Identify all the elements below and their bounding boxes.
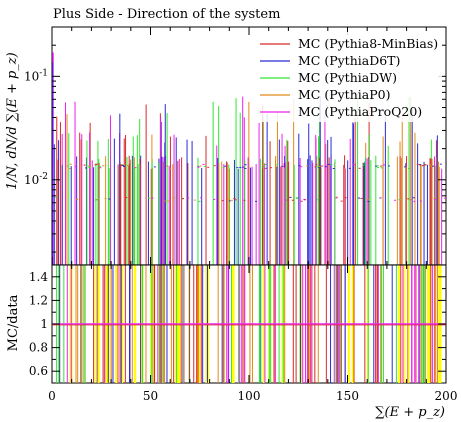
y-tick-label: 0.6 <box>29 364 48 378</box>
chart-title: Plus Side - Direction of the system <box>53 7 280 22</box>
x-tick-label: 150 <box>336 389 359 403</box>
y-tick-label: 1.2 <box>29 293 48 307</box>
y-tick-label: 1.4 <box>29 270 48 284</box>
x-ticks: 0 50 100 150 200 <box>48 27 457 403</box>
y-tick-label: 10-1 <box>24 68 48 83</box>
legend-label: MC (PythiaD6T) <box>298 53 400 68</box>
legend-label: MC (PythiaP0) <box>298 87 390 102</box>
legend: MC (Pythia8-MinBias) MC (PythiaD6T) MC (Py… <box>252 32 442 122</box>
y-tick-label: 10-2 <box>24 172 48 187</box>
lower-plot-area: 0.6 0.8 1 1.2 1.4 <box>29 264 447 384</box>
lower-y-ticks: 0.6 0.8 1 1.2 1.4 <box>29 264 446 384</box>
x-tick-label: 100 <box>238 389 261 403</box>
x-tick-label: 200 <box>435 389 458 403</box>
ratio-lines <box>52 264 446 383</box>
upper-y-axis-label: 1/N, dN/d ∑(E + p_z) <box>5 52 20 190</box>
legend-label: MC (Pythia8-MinBias) <box>298 36 438 51</box>
x-axis-label: ∑(E + p_z) <box>375 405 445 420</box>
legend-label: MC (PythiaDW) <box>298 70 397 85</box>
x-tick-label: 0 <box>48 389 56 403</box>
x-tick-label: 50 <box>143 389 158 403</box>
legend-label: MC (PythiaProQ20) <box>298 104 422 119</box>
y-tick-label: 0.8 <box>29 341 48 355</box>
y-tick-label: 1 <box>40 317 48 331</box>
lower-y-axis-label: MC/data <box>6 294 21 351</box>
upper-histogram-lines <box>52 52 446 266</box>
legend-background <box>252 32 442 122</box>
